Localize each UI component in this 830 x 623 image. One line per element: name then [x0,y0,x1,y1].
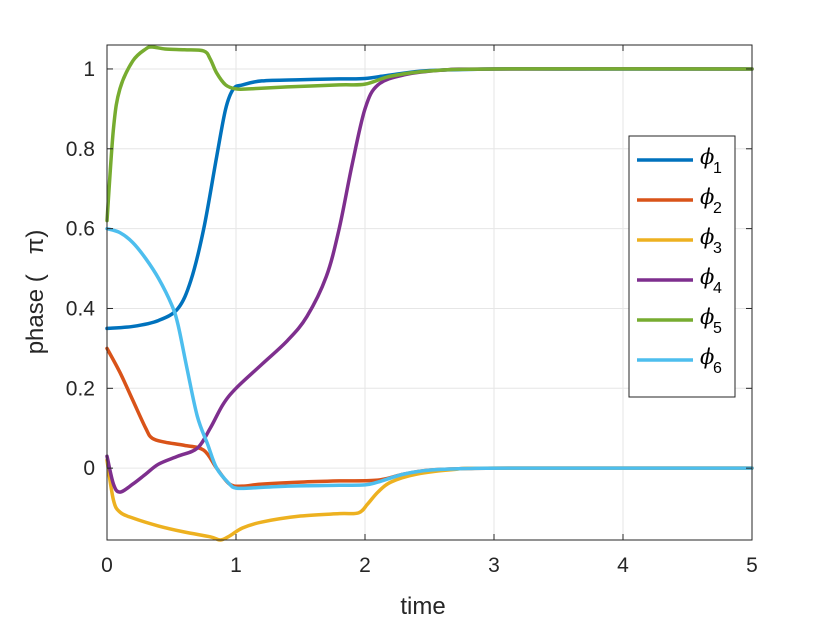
plot-frame [106,44,753,541]
legend-label-3: ϕ [700,225,714,249]
axis-ticks: 0 1 2 3 4 5 0 0.2 0.4 0.6 0.8 1 [66,45,758,577]
legend-subscript-6: 6 [713,360,722,377]
series-lines [105,45,754,542]
x-tick-label: 4 [617,554,629,577]
legend-subscript-3: 3 [713,240,722,257]
x-axis-title: time [400,593,445,620]
legend-label-4: ϕ [700,265,714,289]
legend-subscript-1: 1 [713,160,722,177]
series-line-6 [105,226,754,491]
legend-label-2: ϕ [700,185,714,209]
y-tick-label: 0.8 [66,138,95,161]
x-tick-label: 5 [746,554,758,577]
y-axis-title: phase ( π) [22,230,49,355]
y-tick-label: 0.4 [66,297,96,320]
series-line-5 [105,45,754,223]
legend-box [628,135,736,398]
legend-subscript-2: 2 [713,200,722,217]
legend-label-1: ϕ [700,145,714,169]
y-tick-label: 0 [83,457,95,480]
x-tick-label: 3 [488,554,500,577]
legend-subscript-5: 5 [713,320,722,337]
x-tick-label: 1 [230,554,242,577]
y-tick-label: 1 [83,58,95,81]
legend-subscript-4: 4 [713,280,722,297]
x-tick-label: 0 [101,554,113,577]
legend-label-5: ϕ [700,305,714,329]
y-tick-label: 0.2 [66,377,95,400]
x-tick-label: 2 [359,554,371,577]
y-tick-label: 0.6 [66,218,95,241]
legend-label-6: ϕ [700,345,714,369]
